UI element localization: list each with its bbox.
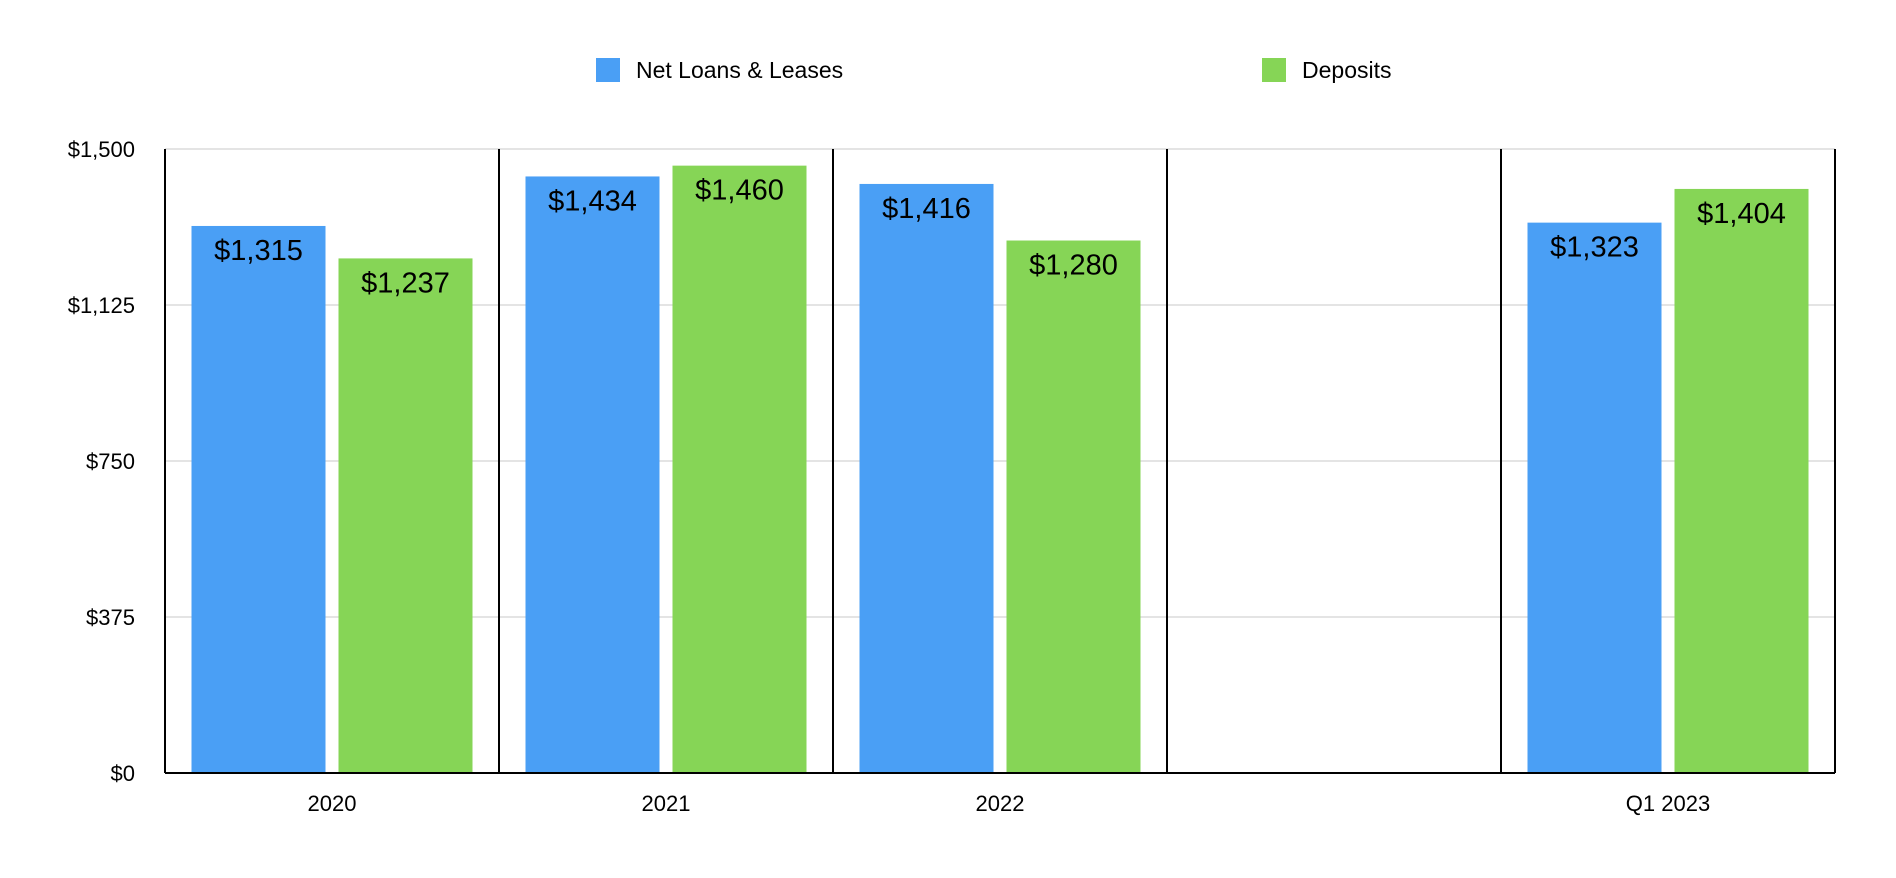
legend-label: Deposits	[1302, 57, 1391, 83]
y-tick-label: $375	[86, 605, 135, 630]
bar-net-loans	[525, 176, 660, 773]
bar-net-loans	[1527, 222, 1662, 773]
data-label: $1,460	[695, 175, 784, 207]
x-tick-label: 2020	[308, 791, 357, 816]
data-label: $1,280	[1029, 250, 1118, 282]
data-label: $1,237	[361, 267, 450, 299]
y-tick-label: $750	[86, 449, 135, 474]
legend-swatch	[596, 58, 620, 82]
data-label: $1,416	[882, 193, 971, 225]
legend-swatch	[1262, 58, 1286, 82]
bar-deposits	[1006, 240, 1141, 773]
data-label: $1,434	[548, 185, 637, 217]
legend: Net Loans & Leases Deposits	[596, 57, 1391, 83]
bars	[191, 165, 1809, 774]
bar-deposits	[672, 165, 807, 773]
data-labels: $1,315 $1,237 $1,434 $1,460 $1,416 $1,280 $1,3…	[214, 175, 1786, 300]
x-tick-label: Q1 2023	[1626, 791, 1710, 816]
x-tick-label: 2021	[642, 791, 691, 816]
axes: $0 $375 $750 $1,125 $1,500 2020 2021 2022 Q1 202…	[68, 137, 1836, 816]
bar-deposits	[1674, 188, 1809, 773]
y-tick-label: $1,500	[68, 137, 135, 162]
bar-deposits	[338, 258, 473, 774]
bar-net-loans	[191, 225, 326, 773]
y-tick-label: $1,125	[68, 293, 135, 318]
data-label: $1,323	[1550, 232, 1639, 264]
y-tick-label: $0	[111, 761, 135, 786]
legend-label: Net Loans & Leases	[636, 57, 843, 83]
data-label: $1,404	[1697, 198, 1786, 230]
x-tick-label: 2022	[976, 791, 1025, 816]
data-label: $1,315	[214, 235, 303, 267]
bar-net-loans	[859, 183, 994, 774]
